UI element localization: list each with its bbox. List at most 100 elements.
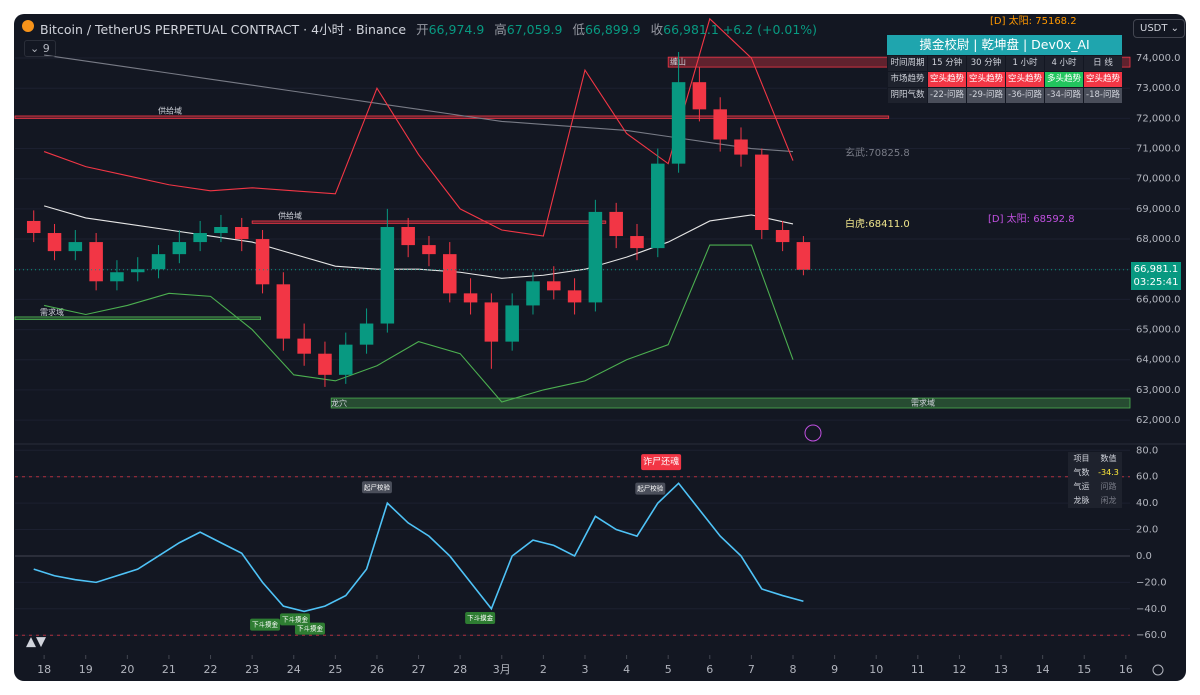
settings-icon[interactable] xyxy=(1152,664,1164,676)
panel-header-cell: 1 小时 xyxy=(1005,56,1044,71)
y-tick-label: 40.0 xyxy=(1136,498,1158,509)
candle-body xyxy=(214,226,228,234)
y-tick-label: 72,000.0 xyxy=(1136,113,1181,124)
signal-label: 下斗摸金 xyxy=(252,620,279,629)
x-tick-label: 16 xyxy=(1119,663,1133,676)
y-tick-label: 73,000.0 xyxy=(1136,83,1181,94)
ohlc-value: 66,981.1 xyxy=(663,22,719,37)
candle-body xyxy=(671,82,686,164)
candle-body xyxy=(775,230,790,243)
panel-cell: 多头趋势 xyxy=(1044,72,1083,87)
x-tick-label: 27 xyxy=(412,663,426,676)
x-tick-label: 22 xyxy=(204,663,218,676)
x-tick-label: 4 xyxy=(623,663,630,676)
annotation: [D] 太阳: 68592.8 xyxy=(988,214,1075,225)
y-tick-label: 71,000.0 xyxy=(1136,144,1181,155)
x-tick-label: 9 xyxy=(831,663,838,676)
zone-label: 需求域 xyxy=(40,307,64,317)
candle-body xyxy=(505,305,519,342)
currency: USDT xyxy=(1140,23,1168,34)
signal-box xyxy=(361,481,392,494)
last-price: 66,981.1 xyxy=(1133,263,1179,275)
osc-table-cell: 气运 xyxy=(1073,482,1090,491)
y-tick-label: 63,000.0 xyxy=(1136,385,1181,396)
overlay-line xyxy=(43,17,794,237)
signal-box xyxy=(465,612,496,625)
signal-label: 起尸校验 xyxy=(637,484,664,493)
candle-body xyxy=(255,239,270,285)
panel-header-cell: 30 分钟 xyxy=(966,56,1005,71)
candle-body xyxy=(713,109,727,140)
y-tick-label: 65,000.0 xyxy=(1136,325,1181,336)
signal-label: 诈尸还魂 xyxy=(643,456,679,468)
ohlc-value: 66,899.9 xyxy=(584,22,641,37)
x-tick-label: 3月 xyxy=(493,663,511,676)
candle-body xyxy=(526,281,540,306)
candle-body xyxy=(484,302,499,342)
candle-body xyxy=(755,154,769,231)
candle-body xyxy=(651,163,665,249)
zone xyxy=(14,115,890,119)
candle-body xyxy=(630,236,644,249)
candle-body xyxy=(567,290,582,303)
panel-cell: 空头趋势 xyxy=(927,72,966,87)
osc-table: 项目 数值 气数 -34.3 气运 问路 龙脉 闲龙 xyxy=(1068,452,1122,508)
indicator-toggle[interactable]: ⌄ 9 xyxy=(24,40,56,57)
x-tick-label: 8 xyxy=(790,663,797,676)
zone-label: 需求域 xyxy=(911,398,935,408)
osc-table-row: 气运 问路 xyxy=(1068,480,1122,494)
panel-row: 阴阳气数 -22-问路 -29-问路 -36-问路 -34-问路 -18-问路 xyxy=(887,87,1122,103)
overlay-line xyxy=(44,244,794,403)
symbol: Bitcoin / TetherUS PERPETUAL CONTRACT · … xyxy=(40,22,407,37)
osc-table-row: 气数 -34.3 xyxy=(1068,466,1122,480)
zone xyxy=(251,220,607,224)
zone-label: 龙穴 xyxy=(331,399,347,408)
zone-label: 供给域 xyxy=(158,106,182,116)
osc-table-cell: 气数 xyxy=(1073,468,1090,477)
candle-body xyxy=(401,226,415,246)
signal-box xyxy=(641,454,682,471)
candle-body xyxy=(422,245,436,255)
signal-box xyxy=(635,482,666,495)
x-tick-label: 6 xyxy=(706,663,713,676)
candle-body xyxy=(609,211,623,237)
candle-body xyxy=(338,344,353,375)
ohlc-value: 66,974.9 xyxy=(428,22,485,37)
x-tick-label: 3 xyxy=(581,663,588,676)
panel-cell: 空头趋势 xyxy=(1005,72,1044,87)
signal-box xyxy=(279,613,310,626)
x-tick-label: 19 xyxy=(79,663,93,676)
x-tick-label: 14 xyxy=(1036,663,1050,676)
osc-table-cell: 问路 xyxy=(1100,482,1117,491)
osc-table-header: 项目 xyxy=(1073,454,1090,463)
panel-cell: 市场趋势 xyxy=(887,72,927,87)
btc-icon xyxy=(22,20,34,32)
panel-header-row: 时间周期 15 分钟 30 分钟 1 小时 4 小时日 线 xyxy=(887,55,1122,71)
panel-cell: 空头趋势 xyxy=(1083,72,1122,87)
overlay-line xyxy=(43,205,794,279)
ohlc-label: 低 xyxy=(572,22,585,37)
x-tick-label: 21 xyxy=(162,663,176,676)
y-tick-label: 64,000.0 xyxy=(1136,355,1181,366)
candle-body xyxy=(47,233,62,252)
y-tick-label: 74,000.0 xyxy=(1136,53,1181,64)
candle-body xyxy=(318,353,332,375)
x-tick-label: 15 xyxy=(1077,663,1091,676)
countdown: 03:25:41 xyxy=(1133,276,1179,288)
ohlc-label: 开 xyxy=(416,22,429,37)
candle-body xyxy=(588,211,603,303)
y-tick-label: −60.0 xyxy=(1136,630,1167,641)
candle-body xyxy=(276,284,291,339)
y-tick-label: −20.0 xyxy=(1136,577,1167,588)
candle-body xyxy=(172,242,187,255)
currency-select[interactable]: USDT ⌄ xyxy=(1133,19,1185,38)
signal-box xyxy=(250,618,281,631)
x-tick-label: 12 xyxy=(952,663,966,676)
x-tick-label: 13 xyxy=(994,663,1008,676)
candle-body xyxy=(89,242,103,282)
y-tick-label: 66,000.0 xyxy=(1136,294,1181,305)
candle-body xyxy=(151,254,166,270)
osc-table-header: 数值 xyxy=(1100,454,1117,463)
panel-row: 市场趋势 空头趋势 空头趋势 空头趋势 多头趋势 空头趋势 xyxy=(887,71,1122,87)
